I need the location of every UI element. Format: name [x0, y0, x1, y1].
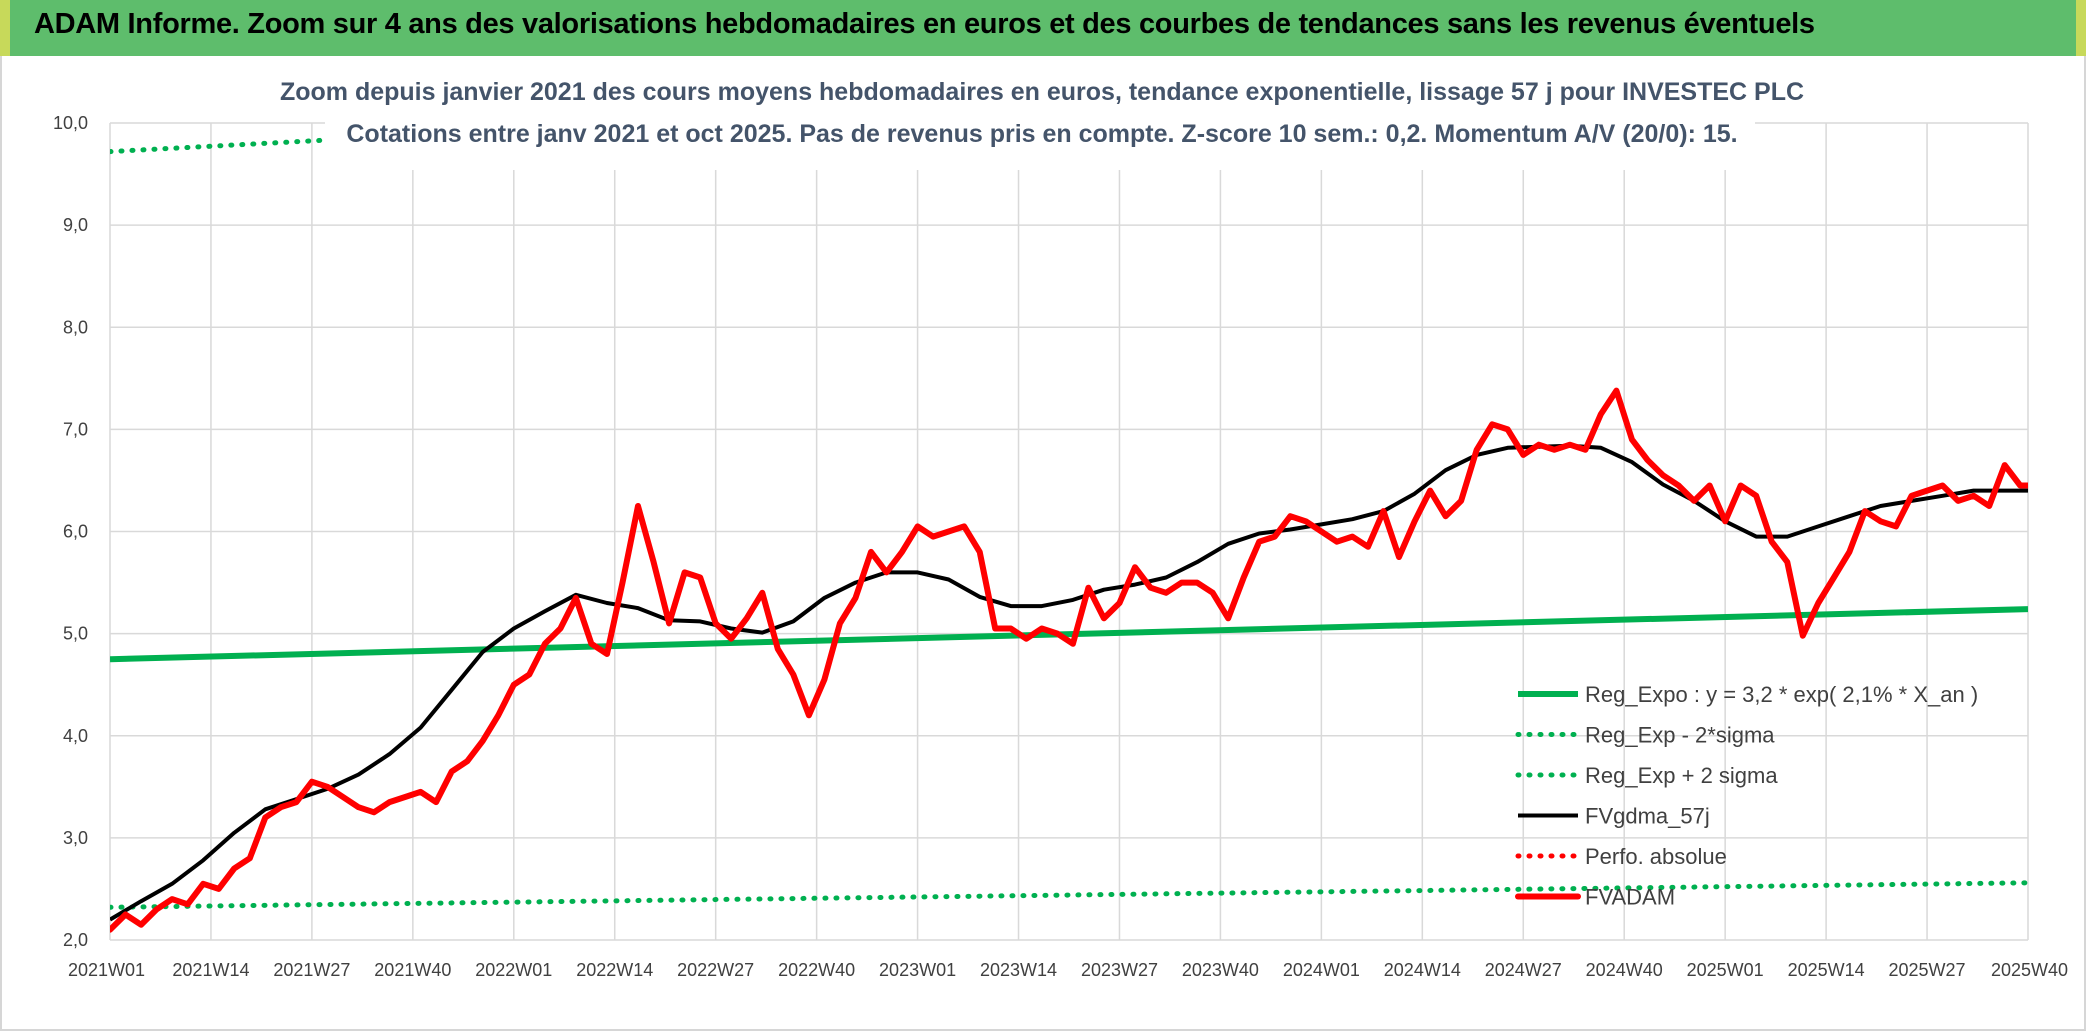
x-tick-label: 2021W01 — [68, 960, 145, 980]
legend-label: Reg_Exp - 2*sigma — [1585, 723, 1775, 748]
x-tick-label: 2023W14 — [980, 960, 1057, 980]
x-tick-label: 2024W14 — [1384, 960, 1461, 980]
x-tick-label: 2025W40 — [1991, 960, 2068, 980]
series-line-3 — [110, 443, 2028, 922]
y-tick-label: 2,0 — [63, 930, 88, 950]
x-tick-label: 2025W14 — [1788, 960, 1865, 980]
series-layer — [110, 123, 2028, 933]
y-tick-label: 4,0 — [63, 726, 88, 746]
x-tick-label: 2024W01 — [1283, 960, 1360, 980]
y-tick-label: 5,0 — [63, 624, 88, 644]
report-banner: ADAM Informe. Zoom sur 4 ans des valoris… — [0, 0, 2086, 56]
x-tick-label: 2021W40 — [374, 960, 451, 980]
legend: Reg_Expo : y = 3,2 * exp( 2,1% * X_an ) R… — [1330, 65, 1978, 910]
chart-area — [0, 56, 2086, 1031]
x-tick-label: 2021W14 — [172, 960, 249, 980]
legend-label: FVgdma_57j — [1585, 804, 1710, 829]
x-tick-label: 2023W40 — [1182, 960, 1259, 980]
y-tick-label: 9,0 — [63, 215, 88, 235]
x-tick-label: 2025W27 — [1889, 960, 1966, 980]
report-title: ADAM Informe. Zoom sur 4 ans des valoris… — [34, 8, 1815, 40]
x-tick-label: 2025W01 — [1687, 960, 1764, 980]
y-tick-label: 7,0 — [63, 419, 88, 439]
series-line-0 — [110, 606, 2028, 663]
legend-label: Reg_Expo : y = 3,2 * exp( 2,1% * X_an ) — [1585, 682, 1978, 707]
x-tick-label: 2022W14 — [576, 960, 653, 980]
x-tick-label: 2023W01 — [879, 960, 956, 980]
legend-label: FVADAM — [1585, 885, 1675, 910]
x-tick-label: 2024W40 — [1586, 960, 1663, 980]
x-tick-label: 2023W27 — [1081, 960, 1158, 980]
x-tick-label: 2022W01 — [475, 960, 552, 980]
x-tick-label: 2022W40 — [778, 960, 855, 980]
legend-label: Reg_Exp + 2 sigma — [1585, 763, 1778, 788]
series-line-5 — [110, 387, 2028, 933]
gridlines — [109, 122, 2029, 941]
chart-subtitle: Cotations entre janv 2021 et oct 2025. P… — [346, 120, 1737, 148]
series-line-1 — [110, 880, 2028, 910]
x-tick-label: 2021W27 — [273, 960, 350, 980]
chart-title: Zoom depuis janvier 2021 des cours moyen… — [280, 78, 1804, 106]
y-tick-label: 8,0 — [63, 317, 88, 337]
x-tick-label: 2024W27 — [1485, 960, 1562, 980]
axes: 2,0 3,0 4,0 5,0 6,0 7,0 8,0 9,0 10,0 2021W01 2021W… — [53, 113, 2068, 980]
y-tick-label: 6,0 — [63, 522, 88, 542]
legend-label: Perfo. absolue — [1585, 844, 1727, 869]
y-tick-label: 10,0 — [53, 113, 88, 133]
x-tick-label: 2022W27 — [677, 960, 754, 980]
y-tick-label: 3,0 — [63, 828, 88, 848]
